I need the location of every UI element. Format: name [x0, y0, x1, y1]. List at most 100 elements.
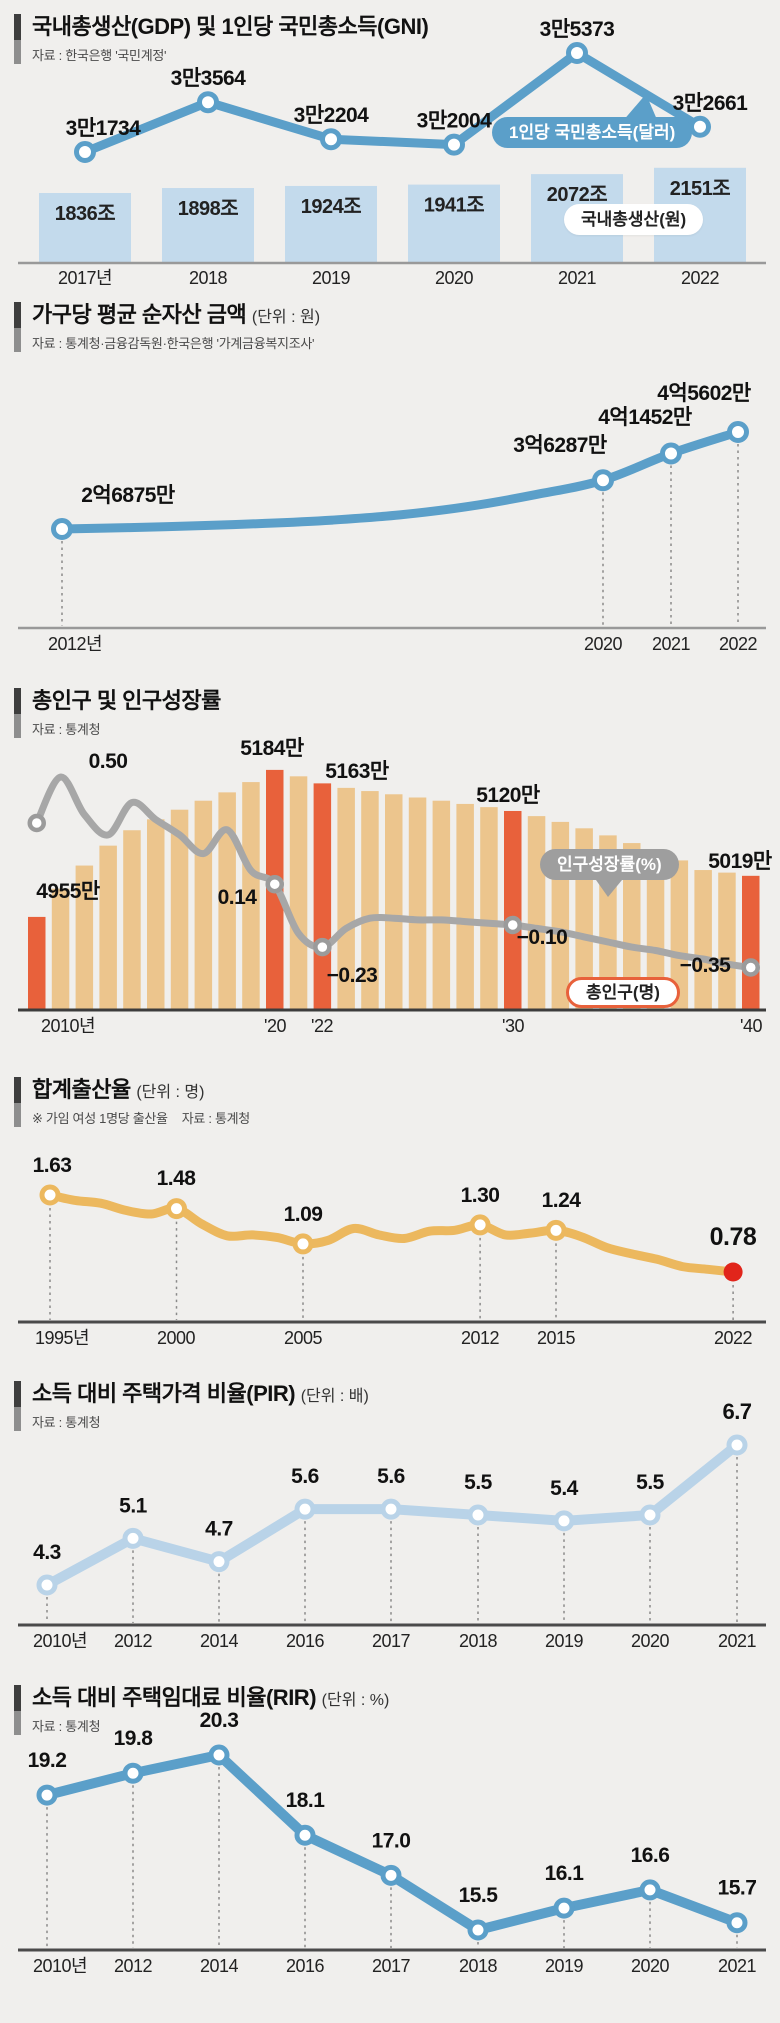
highlight-data-point	[723, 1262, 743, 1282]
data-point	[443, 133, 465, 156]
tick-label: 2020	[631, 1956, 670, 1976]
pir-title: 소득 대비 주택가격 비율(PIR) (단위 : 배)	[32, 1381, 369, 1407]
bar-value-label: 1898조	[178, 198, 238, 220]
data-point	[380, 1498, 402, 1520]
tick-label: 2019	[545, 1631, 584, 1651]
value-label: 19.2	[28, 1749, 67, 1772]
tick-label: '40	[740, 1016, 762, 1036]
data-point	[265, 874, 284, 894]
tick-label: 2018	[459, 1631, 498, 1651]
value-label: −0.23	[327, 964, 378, 987]
tick-label: 2015	[537, 1328, 576, 1348]
title-unit: (단위 : 원)	[251, 309, 321, 326]
value-label: 5.5	[636, 1471, 665, 1494]
population-bar	[289, 776, 308, 1010]
value-label: 17.0	[372, 1829, 411, 1852]
population-title: 총인구 및 인구성장률	[32, 688, 221, 714]
tick-label: 2016	[286, 1956, 325, 1976]
data-point	[689, 115, 711, 138]
population-bar	[75, 865, 94, 1010]
data-point	[74, 141, 96, 163]
tick-label: 2014	[200, 1631, 239, 1651]
data-point	[39, 1184, 61, 1206]
data-point	[122, 1762, 144, 1784]
value-label: 16.6	[631, 1844, 670, 1867]
tick-label: 2017	[372, 1631, 411, 1651]
data-point	[320, 128, 342, 151]
tick-label: 2010년	[33, 1956, 87, 1976]
title-text: 소득 대비 주택가격 비율(PIR)	[32, 1381, 296, 1406]
value-label: 4955만	[36, 880, 100, 903]
value-label: 3만1734	[66, 117, 142, 140]
data-point	[313, 937, 332, 957]
value-label: 1.09	[284, 1203, 323, 1226]
value-label: 5019만	[708, 850, 772, 873]
population-bar	[361, 791, 379, 1010]
value-label: −0.35	[680, 954, 731, 977]
value-label: 18.1	[286, 1789, 326, 1812]
gdp-bar	[408, 184, 500, 263]
value-label: 1.63	[33, 1154, 72, 1177]
value-label: 0.78	[710, 1223, 757, 1251]
bar-value-label: 1924조	[301, 196, 361, 218]
title-unit: (단위 : 배)	[300, 1388, 369, 1405]
value-label: 6.7	[722, 1399, 751, 1424]
data-point	[553, 1897, 575, 1919]
title-text: 가구당 평균 순자산 금액	[32, 302, 247, 327]
value-label: 4.7	[205, 1518, 233, 1541]
fertility-line	[45, 1190, 738, 1277]
fertility-source-text: 자료 : 통계청	[181, 1111, 251, 1127]
value-label: 19.8	[114, 1727, 154, 1750]
title-text: 합계출산율	[32, 1077, 131, 1102]
header-accent-bar	[14, 1077, 21, 1128]
population-bar	[623, 843, 641, 1010]
fertility-title: 합계출산율 (단위 : 명)	[32, 1077, 250, 1103]
gdp-bar	[162, 188, 254, 263]
population-bar	[147, 819, 165, 1010]
title-text: 총인구 및 인구성장률	[32, 688, 221, 713]
growth-rate-legend-badge: 인구성장률(%)	[540, 849, 679, 880]
value-label: 16.1	[545, 1862, 585, 1885]
tick-label: '30	[502, 1016, 524, 1036]
data-point	[639, 1504, 661, 1526]
value-label: 15.7	[718, 1877, 757, 1900]
value-label: 1.30	[461, 1184, 500, 1207]
section-gdp-gni: 국내총생산(GDP) 및 1인당 국민총소득(GNI) 자료 : 한국은행 '국…	[0, 0, 780, 290]
data-point	[294, 1824, 316, 1846]
population-bar	[170, 809, 189, 1010]
tick-label: 2017	[372, 1956, 411, 1976]
data-point	[741, 958, 760, 977]
tick-label: 2010년	[41, 1016, 95, 1036]
net-assets-line	[57, 427, 743, 534]
population-bar	[28, 916, 46, 1010]
gdp-gni-source: 자료 : 한국은행 '국민계정'	[32, 48, 167, 64]
data-point	[197, 91, 219, 114]
tick-label: 2022	[714, 1328, 753, 1348]
gni-line	[80, 48, 705, 157]
tick-label: 2021	[718, 1631, 757, 1651]
tick-label: 2020	[584, 634, 623, 654]
data-point	[660, 442, 682, 465]
section-fertility: 합계출산율 (단위 : 명) ※ 가임 여성 1명당 출산율 자료 : 통계청 1…	[0, 1065, 780, 1363]
section-net-assets: 가구당 평균 순자산 금액 (단위 : 원) 자료 : 통계청·금융감독원·한국…	[0, 290, 780, 665]
population-source: 자료 : 통계청	[32, 722, 101, 738]
value-label: −0.10	[517, 926, 568, 949]
growth-rate-line	[33, 773, 755, 971]
value-label: 4억1452만	[598, 406, 692, 429]
value-label: 3만5373	[540, 18, 615, 41]
population-bar	[456, 803, 474, 1010]
value-label: 1.24	[542, 1189, 582, 1212]
data-point	[553, 1510, 575, 1532]
tick-label: '20	[264, 1016, 286, 1036]
data-point	[469, 1214, 491, 1236]
tick-label: 2012년	[48, 634, 102, 654]
bar-value-label: 2151조	[670, 178, 730, 200]
rir-title: 소득 대비 주택임대료 비율(RIR) (단위 : %)	[32, 1685, 389, 1711]
tick-label: '22	[311, 1016, 333, 1036]
population-bar	[385, 794, 403, 1010]
header-accent-bar	[14, 1685, 21, 1736]
population-bar	[51, 888, 70, 1010]
gdp-gni-header: 국내총생산(GDP) 및 1인당 국민총소득(GNI) 자료 : 한국은행 '국…	[14, 14, 429, 65]
section-pir: 소득 대비 주택가격 비율(PIR) (단위 : 배) 자료 : 통계청 4.3…	[0, 1365, 780, 1663]
